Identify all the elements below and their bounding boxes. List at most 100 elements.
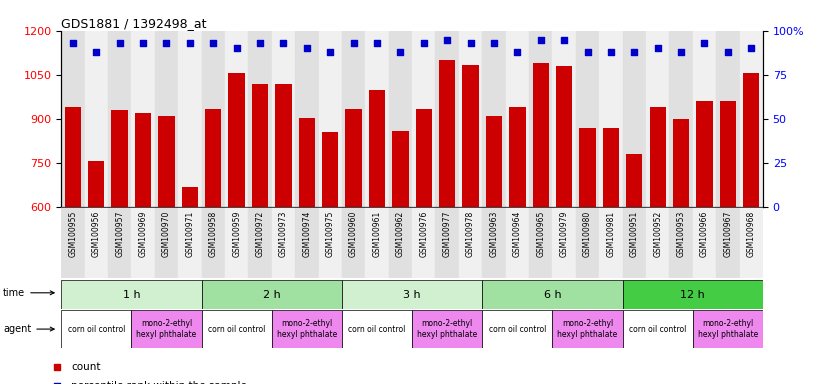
Bar [696,101,712,384]
Text: GSM100976: GSM100976 [419,211,428,257]
Bar [599,31,623,207]
Bar [295,31,318,207]
Text: 3 h: 3 h [403,290,421,300]
Bar [252,84,268,384]
Bar [295,207,318,278]
Point [184,40,197,46]
Bar [158,116,175,384]
Bar [552,207,576,278]
Bar [178,31,202,207]
Bar [322,132,339,384]
Point [230,45,243,51]
Text: GSM100968: GSM100968 [747,211,756,257]
Bar [459,31,482,207]
Point [160,40,173,46]
Text: mono-2-ethyl
hexyl phthalate: mono-2-ethyl hexyl phthalate [557,319,618,339]
Bar [205,109,221,384]
Text: 6 h: 6 h [543,290,561,300]
Text: GSM100971: GSM100971 [185,211,194,257]
Bar [225,31,248,207]
Bar [650,107,666,384]
Bar [155,207,178,278]
Text: mono-2-ethyl
hexyl phthalate: mono-2-ethyl hexyl phthalate [417,319,477,339]
Point [206,40,220,46]
Text: GSM100972: GSM100972 [255,211,264,257]
Bar [342,207,366,278]
Bar [626,154,642,384]
Bar [415,109,432,384]
Bar [61,280,202,309]
Bar [673,119,690,384]
Text: mono-2-ethyl
hexyl phthalate: mono-2-ethyl hexyl phthalate [698,319,758,339]
Text: GSM100973: GSM100973 [279,211,288,257]
Text: mono-2-ethyl
hexyl phthalate: mono-2-ethyl hexyl phthalate [136,319,197,339]
Bar [436,31,459,207]
Bar [623,31,646,207]
Bar [108,207,131,278]
Bar [228,73,245,384]
Point [441,36,454,43]
Text: GSM100966: GSM100966 [700,211,709,257]
Point [347,40,360,46]
Text: GSM100957: GSM100957 [115,211,124,257]
Bar [533,63,549,384]
Bar [202,280,342,309]
Bar [463,65,479,384]
Bar [650,107,666,384]
Bar [603,128,619,384]
Bar [112,110,128,384]
Bar [579,128,596,384]
Point [675,49,688,55]
Text: 12 h: 12 h [681,290,705,300]
Bar [369,89,385,384]
Bar [412,31,436,207]
Bar [576,31,599,207]
Bar [248,31,272,207]
Text: time: time [3,288,54,298]
Bar [275,84,291,384]
Point [581,49,594,55]
Bar [482,31,506,207]
Text: corn oil control: corn oil control [348,324,406,334]
Text: GSM100980: GSM100980 [583,211,592,257]
Bar [739,207,763,278]
Bar [275,84,291,384]
Bar [506,31,529,207]
Text: GSM100953: GSM100953 [676,211,685,257]
Text: mono-2-ethyl
hexyl phthalate: mono-2-ethyl hexyl phthalate [277,319,337,339]
Point [324,49,337,55]
Bar [225,207,248,278]
Bar [603,128,619,384]
Bar [88,161,104,384]
Text: GSM100964: GSM100964 [512,211,522,257]
Point [487,40,500,46]
Bar [552,310,623,348]
Bar [743,73,760,384]
Text: GSM100975: GSM100975 [326,211,335,257]
Bar [61,207,85,278]
Bar [743,73,760,384]
Bar [576,207,599,278]
Bar [202,310,272,348]
Bar [135,113,151,384]
Point [464,40,477,46]
Point [651,45,664,51]
Text: GSM100969: GSM100969 [139,211,148,257]
Bar [463,65,479,384]
Text: GSM100970: GSM100970 [162,211,171,257]
Bar [366,207,388,278]
Bar [131,207,155,278]
Bar [155,31,178,207]
Bar [158,116,175,384]
Text: agent: agent [3,324,54,334]
Bar [131,310,202,348]
Text: GSM100956: GSM100956 [91,211,101,257]
Bar [509,107,526,384]
Text: corn oil control: corn oil control [208,324,265,334]
Bar [720,101,736,384]
Bar [646,31,669,207]
Bar [623,280,763,309]
Bar [135,113,151,384]
Bar [228,73,245,384]
Bar [322,132,339,384]
